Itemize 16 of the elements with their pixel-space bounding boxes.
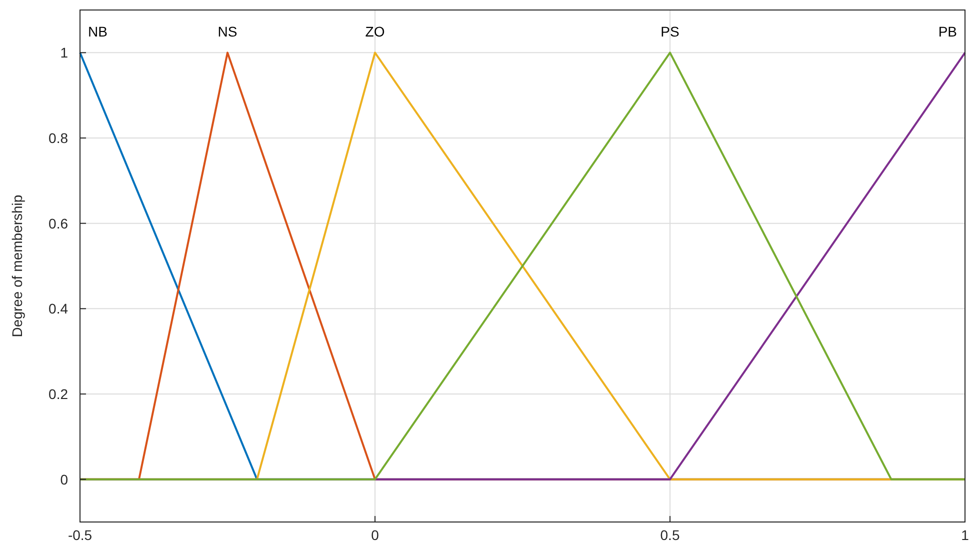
series-label: NS [218,24,238,40]
x-tick-label: 0 [371,527,380,543]
y-tick-label: 0 [60,471,68,488]
y-axis-title: Degree of membership [9,194,25,338]
y-tick-label: 0.2 [48,386,68,402]
x-tick-label: 1 [961,527,970,543]
series-label: NB [88,24,108,40]
y-tick-label: 1 [60,44,68,61]
x-tick-label: 0.5 [660,527,680,543]
series-label: ZO [365,24,385,40]
y-tick-label: 0.4 [48,300,68,317]
y-tick-label: 0.6 [48,215,68,232]
x-tick-label: -0.5 [68,527,92,543]
series-label: PS [660,24,680,40]
series-label: PB [938,24,957,40]
y-tick-label: 0.8 [48,130,68,146]
